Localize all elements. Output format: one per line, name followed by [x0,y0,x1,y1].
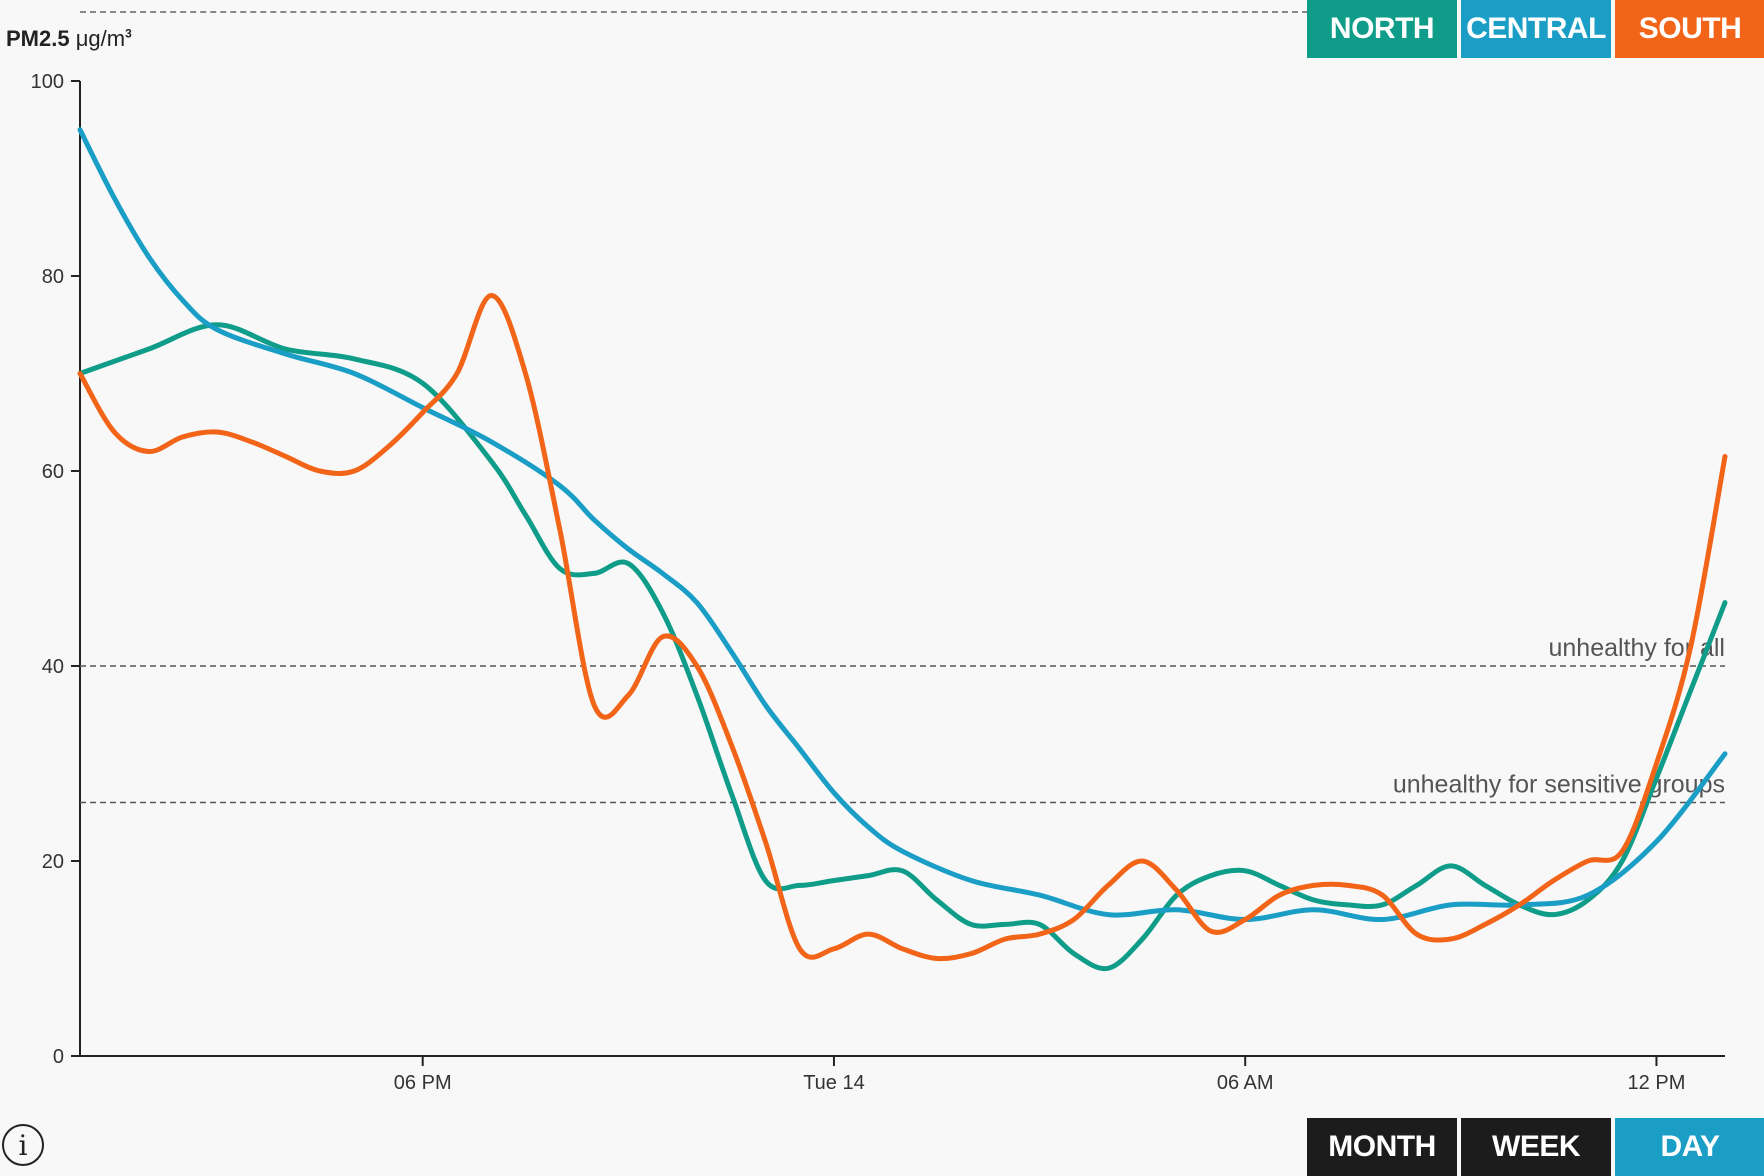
unit-exponent: 3 [125,26,132,41]
series-line-central [77,127,1728,923]
time-range-selector: MONTH WEEK DAY [1307,1118,1764,1176]
x-tick-label: Tue 14 [803,1072,865,1094]
y-tick-label: 80 [42,266,64,288]
y-tick-label: 40 [42,656,64,678]
region-north-button[interactable]: NORTH [1307,0,1457,58]
info-icon[interactable]: i [2,1124,44,1166]
x-tick-label: 12 PM [1628,1072,1686,1094]
y-tick-label: 0 [53,1046,64,1068]
series-line-north [77,322,1728,972]
series-line-south [77,293,1728,962]
region-south-button[interactable]: SOUTH [1615,0,1764,58]
y-axis-label: PM2.5 μg/m3 [6,26,132,52]
region-central-button[interactable]: CENTRAL [1461,0,1611,58]
region-selector: NORTH CENTRAL SOUTH [1307,0,1764,58]
threshold-label: unhealthy for all [1548,634,1725,662]
unit-label: μg/m [75,26,126,51]
pollutant-label: PM2.5 [6,26,70,51]
range-day-button[interactable]: DAY [1615,1118,1764,1176]
x-tick-label: 06 AM [1217,1072,1274,1094]
y-tick-label: 100 [31,71,64,93]
top-dashed-rule [80,11,1308,13]
range-week-button[interactable]: WEEK [1461,1118,1611,1176]
x-tick-label: 06 PM [394,1072,452,1094]
y-tick-label: 20 [42,851,64,873]
range-month-button[interactable]: MONTH [1307,1118,1457,1176]
threshold-label: unhealthy for sensitive groups [1393,771,1725,799]
y-tick-label: 60 [42,461,64,483]
